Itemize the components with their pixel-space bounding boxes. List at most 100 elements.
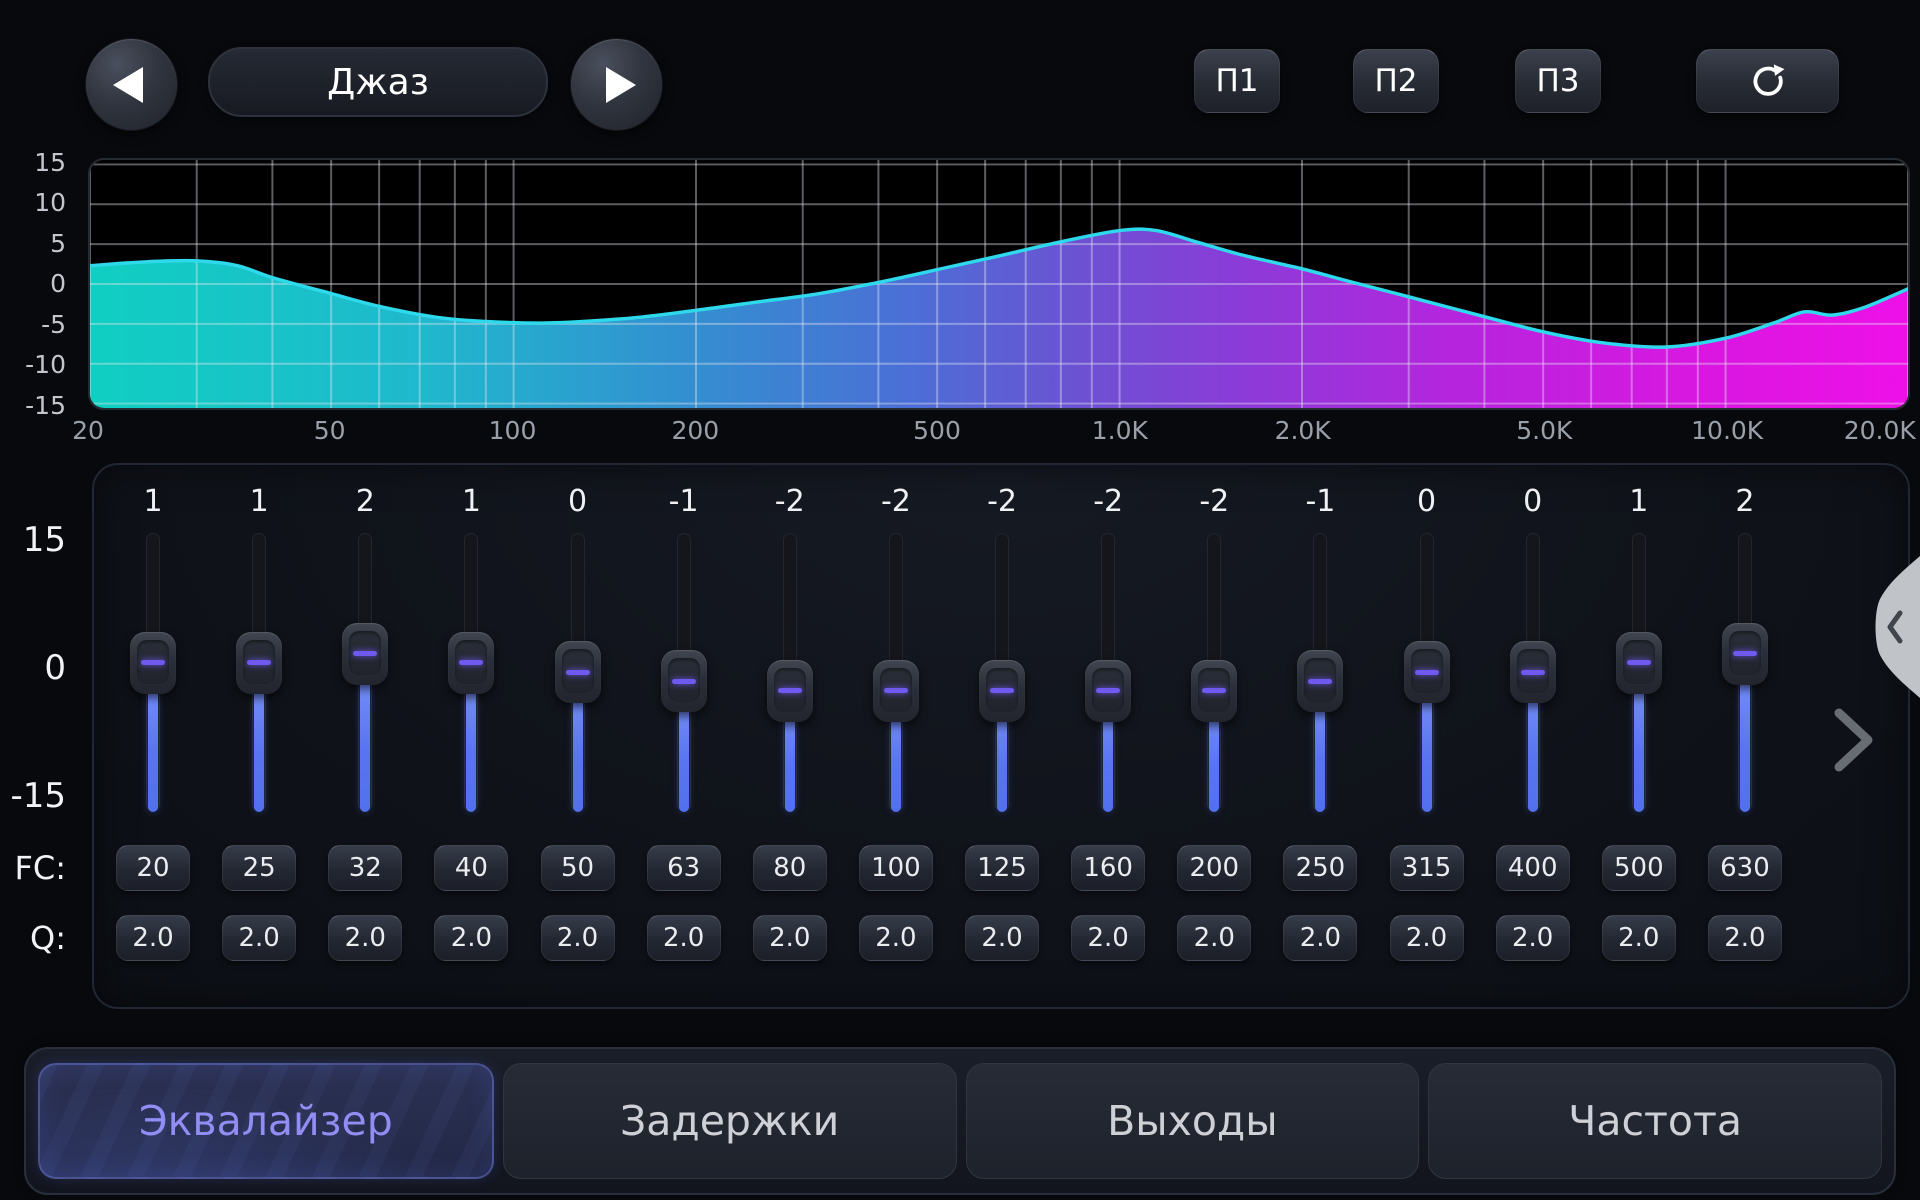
band-fc-button[interactable]: 50 (540, 845, 615, 891)
band-fc-button[interactable]: 40 (434, 845, 509, 891)
band-slider-handle[interactable] (130, 631, 176, 694)
reset-button[interactable] (1696, 49, 1839, 113)
handle-dash-icon (141, 660, 165, 666)
band-fc-button[interactable]: 125 (965, 845, 1040, 891)
tab-label: Задержки (619, 1097, 840, 1145)
band-slider-fill (572, 673, 583, 812)
right-triangle-icon (605, 66, 636, 103)
bottom-tab-4[interactable]: Частота (1428, 1063, 1882, 1179)
band-q-button[interactable]: 2.0 (434, 915, 509, 961)
band-slider-fill (254, 663, 265, 812)
band-q-button[interactable]: 2.0 (858, 915, 933, 961)
band-fc-button[interactable]: 80 (752, 845, 827, 891)
chart-x-tick: 50 (313, 416, 346, 445)
band-q-button[interactable]: 2.0 (1389, 915, 1464, 961)
band-q-button[interactable]: 2.0 (1601, 915, 1676, 961)
band-q-button[interactable]: 2.0 (540, 915, 615, 961)
band-fc-button[interactable]: 63 (646, 845, 721, 891)
band-slider-handle[interactable] (660, 650, 707, 713)
next-bands-page-button[interactable] (1834, 708, 1874, 772)
band-slider-handle[interactable] (1615, 631, 1662, 694)
band-slider-handle[interactable] (1085, 659, 1132, 722)
band-q-button[interactable]: 2.0 (1071, 915, 1146, 961)
band-slider-handle[interactable] (1403, 641, 1450, 703)
band-slider-handle[interactable] (554, 641, 601, 703)
band-fc-button[interactable]: 20 (116, 845, 190, 891)
chart-x-tick: 10.0K (1691, 416, 1764, 445)
band-q-button[interactable]: 2.0 (1707, 915, 1782, 961)
preset-memory-1-button[interactable]: П1 (1194, 49, 1280, 113)
band-slider-handle[interactable] (1191, 659, 1238, 722)
side-drawer-handle[interactable] (1864, 556, 1920, 698)
band-q-button[interactable]: 2.0 (116, 915, 190, 961)
handle-dash-icon (671, 678, 696, 684)
chart-y-tick: 0 (50, 269, 66, 298)
band-gain-value: 1 (1629, 484, 1649, 519)
band-slider-handle[interactable] (872, 659, 919, 722)
bottom-tab-3[interactable]: Выходы (965, 1063, 1420, 1179)
fc-row-label: FC: (14, 849, 66, 887)
band-q-button[interactable]: 2.0 (1177, 915, 1252, 961)
handle-dash-icon (247, 660, 272, 666)
tab-label: Частота (1568, 1097, 1742, 1145)
band-slider-handle[interactable] (766, 659, 813, 722)
band-q-button[interactable]: 2.0 (965, 915, 1040, 961)
preset-name-label: Джаз (327, 61, 429, 103)
handle-dash-icon (990, 688, 1015, 693)
band-gain-value: 1 (143, 484, 163, 519)
band-fc-button[interactable]: 250 (1283, 845, 1358, 891)
band-slider-handle[interactable] (979, 659, 1026, 722)
handle-dash-icon (1096, 688, 1121, 693)
band-slider-handle[interactable] (448, 631, 495, 694)
band-slider-fill (1633, 663, 1644, 812)
q-row-label: Q: (30, 919, 66, 957)
band-fc-button[interactable]: 25 (222, 845, 297, 891)
chart-x-tick: 100 (488, 416, 537, 445)
preset-next-button[interactable] (570, 38, 663, 131)
band-slider-handle[interactable] (342, 622, 389, 685)
band-gain-value: 2 (355, 484, 375, 519)
band-slider-fill (360, 654, 371, 812)
band-fc-button[interactable]: 400 (1495, 845, 1570, 891)
chart-y-tick: 10 (34, 188, 66, 217)
band-gain-value: -2 (987, 484, 1017, 519)
band-fc-button[interactable]: 500 (1601, 845, 1676, 891)
left-triangle-icon (112, 66, 143, 103)
preset-memory-2-button[interactable]: П2 (1353, 49, 1439, 113)
band-slider-fill (890, 691, 901, 812)
band-fc-button[interactable]: 160 (1071, 845, 1146, 891)
handle-dash-icon (883, 688, 908, 693)
band-slider-handle[interactable] (1297, 650, 1344, 713)
drawer-handle-shape (1875, 556, 1920, 698)
band-gain-value: -2 (774, 484, 805, 519)
preset-prev-button[interactable] (85, 38, 178, 131)
handle-dash-icon (1308, 678, 1333, 684)
band-fc-button[interactable]: 630 (1707, 845, 1782, 891)
band-fc-button[interactable]: 100 (858, 845, 933, 891)
band-gain-value: 2 (1735, 484, 1755, 519)
band-q-button[interactable]: 2.0 (646, 915, 721, 961)
band-q-button[interactable]: 2.0 (222, 915, 297, 961)
frequency-response-chart (88, 158, 1910, 410)
band-fc-button[interactable]: 32 (328, 845, 403, 891)
band-q-button[interactable]: 2.0 (328, 915, 403, 961)
band-gain-value: 1 (461, 484, 481, 519)
band-slider-fill (1739, 654, 1750, 812)
band-q-button[interactable]: 2.0 (1495, 915, 1570, 961)
preset-memory-3-button[interactable]: П3 (1515, 49, 1601, 113)
chart-y-tick: -5 (41, 309, 66, 339)
gain-scale-label: 15 (22, 520, 66, 560)
preset-selector[interactable]: Джаз (208, 47, 548, 117)
band-fc-button[interactable]: 200 (1177, 845, 1252, 891)
bottom-tab-2[interactable]: Задержки (502, 1063, 957, 1179)
band-slider-handle[interactable] (1721, 622, 1768, 685)
band-q-button[interactable]: 2.0 (1283, 915, 1358, 961)
band-slider-handle[interactable] (1509, 641, 1556, 703)
band-slider-fill (1315, 682, 1326, 812)
band-fc-button[interactable]: 315 (1389, 845, 1464, 891)
bottom-tab-1[interactable]: Эквалайзер (38, 1063, 494, 1179)
chevron-right-icon (1834, 708, 1873, 772)
band-slider-handle[interactable] (236, 631, 283, 694)
band-q-button[interactable]: 2.0 (752, 915, 827, 961)
handle-dash-icon (459, 660, 484, 666)
